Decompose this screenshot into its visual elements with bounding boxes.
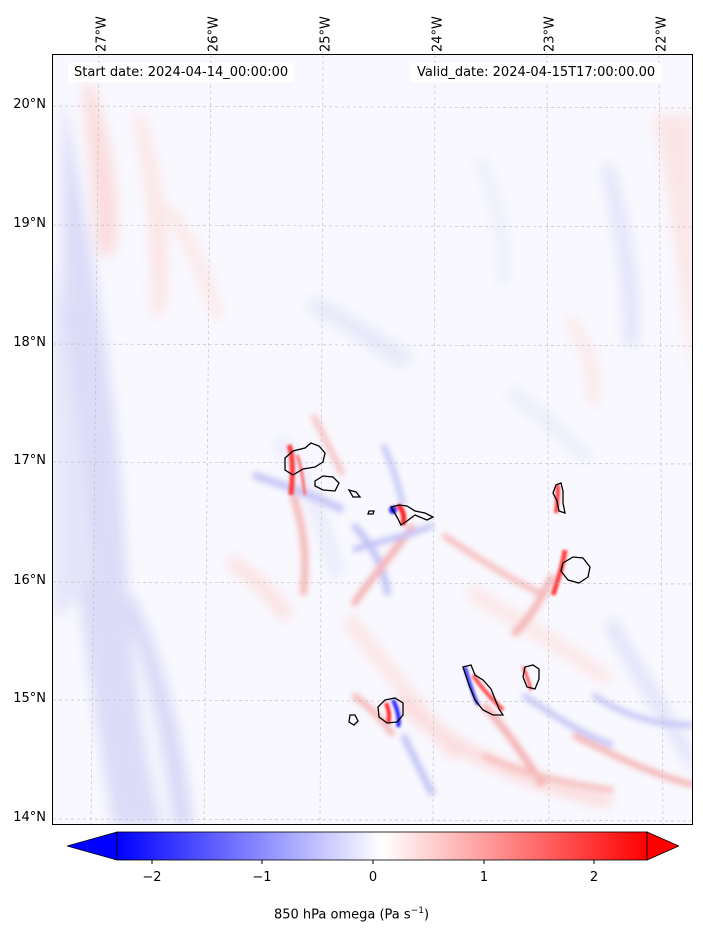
colorbar-label-text: 850 hPa omega (Pa s	[273, 907, 411, 923]
lat-label-19n: 19°N	[13, 216, 46, 231]
colorbar-tick-label: −1	[252, 870, 272, 885]
colorbar-extend-high	[646, 831, 679, 861]
colorbar-tick-label: 2	[589, 870, 599, 885]
lat-label-17n: 17°N	[13, 453, 46, 468]
valid-date-label: Valid_date: 2024-04-15T17:00:00.00	[411, 63, 662, 82]
lat-label-16n: 16°N	[13, 573, 46, 588]
omega-broad-pattern	[53, 85, 692, 824]
lon-label-25w: 25°W	[318, 16, 334, 52]
lat-label-20n: 20°N	[13, 97, 46, 112]
colorbar	[67, 831, 679, 864]
island-coastlines	[284, 442, 591, 726]
colorbar-tick-marks	[151, 860, 595, 864]
colorbar-bar	[116, 831, 648, 861]
colorbar-tick-label: −2	[142, 870, 162, 885]
lon-label-23w: 23°W	[542, 16, 558, 52]
colorbar-tick-label: 1	[479, 870, 489, 885]
island-maio	[522, 664, 540, 690]
colorbar-label: 850 hPa omega (Pa s−1)	[0, 906, 703, 922]
island-fogo	[377, 697, 404, 724]
lat-label-18n: 18°N	[13, 335, 46, 350]
map-panel[interactable]	[52, 54, 693, 825]
island-sao-vicente	[314, 475, 340, 492]
colorbar-tick-label: 0	[368, 870, 378, 885]
island-sao-nicolau	[389, 504, 435, 526]
island-santiago	[462, 664, 505, 716]
lon-label-27w: 27°W	[94, 16, 110, 52]
island-santa-luzia	[347, 488, 362, 498]
lat-label-14n: 14°N	[13, 810, 46, 825]
lat-label-15n: 15°N	[13, 691, 46, 706]
island-sal	[552, 482, 566, 514]
island-ilheu	[367, 510, 375, 515]
omega-field	[53, 55, 692, 824]
start-date-label: Start date: 2024-04-14_00:00:00	[68, 63, 295, 82]
omega-wave-trains	[251, 413, 692, 797]
colorbar-extend-low	[67, 831, 118, 861]
island-boa-vista	[560, 556, 591, 584]
colorbar-label-close: )	[423, 907, 430, 923]
island-santo-antao	[284, 442, 326, 476]
island-brava	[348, 714, 359, 726]
map-gridlines	[53, 55, 692, 824]
lon-label-22w: 22°W	[654, 16, 670, 52]
lon-label-26w: 26°W	[206, 16, 222, 52]
lon-label-24w: 24°W	[430, 16, 446, 52]
colorbar-label-exponent: −1	[410, 906, 424, 916]
